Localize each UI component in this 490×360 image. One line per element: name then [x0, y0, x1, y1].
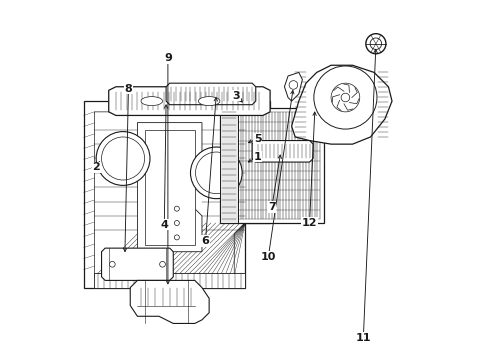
Text: 10: 10 — [261, 252, 276, 262]
Polygon shape — [292, 65, 392, 144]
Circle shape — [370, 38, 382, 49]
Polygon shape — [84, 101, 270, 288]
Polygon shape — [109, 87, 270, 116]
Circle shape — [314, 66, 377, 129]
Polygon shape — [285, 72, 302, 101]
Circle shape — [174, 235, 179, 240]
Circle shape — [366, 34, 386, 54]
Polygon shape — [220, 108, 238, 223]
Text: 12: 12 — [302, 218, 318, 228]
Text: 11: 11 — [356, 333, 371, 343]
Circle shape — [196, 152, 237, 194]
Text: 7: 7 — [268, 202, 276, 212]
Text: 8: 8 — [124, 84, 132, 94]
Text: 9: 9 — [164, 53, 172, 63]
Ellipse shape — [141, 96, 163, 105]
Circle shape — [174, 206, 179, 211]
Polygon shape — [137, 123, 202, 252]
Polygon shape — [252, 140, 313, 162]
Circle shape — [174, 221, 179, 226]
Text: 1: 1 — [254, 152, 262, 162]
Text: 5: 5 — [254, 134, 261, 144]
Polygon shape — [166, 83, 256, 105]
Circle shape — [191, 147, 242, 199]
Polygon shape — [95, 112, 245, 277]
Circle shape — [341, 93, 350, 102]
Text: 3: 3 — [232, 91, 240, 101]
Polygon shape — [145, 130, 195, 244]
Polygon shape — [220, 108, 324, 223]
Circle shape — [109, 261, 115, 267]
Circle shape — [160, 261, 166, 267]
Polygon shape — [95, 273, 245, 288]
Polygon shape — [101, 248, 173, 280]
Circle shape — [289, 81, 298, 89]
Circle shape — [101, 137, 145, 180]
Ellipse shape — [198, 96, 220, 105]
Circle shape — [96, 132, 150, 185]
Text: 2: 2 — [92, 162, 100, 172]
Text: 4: 4 — [160, 220, 168, 230]
Text: 6: 6 — [201, 236, 210, 246]
Polygon shape — [130, 280, 209, 323]
Circle shape — [331, 83, 360, 112]
